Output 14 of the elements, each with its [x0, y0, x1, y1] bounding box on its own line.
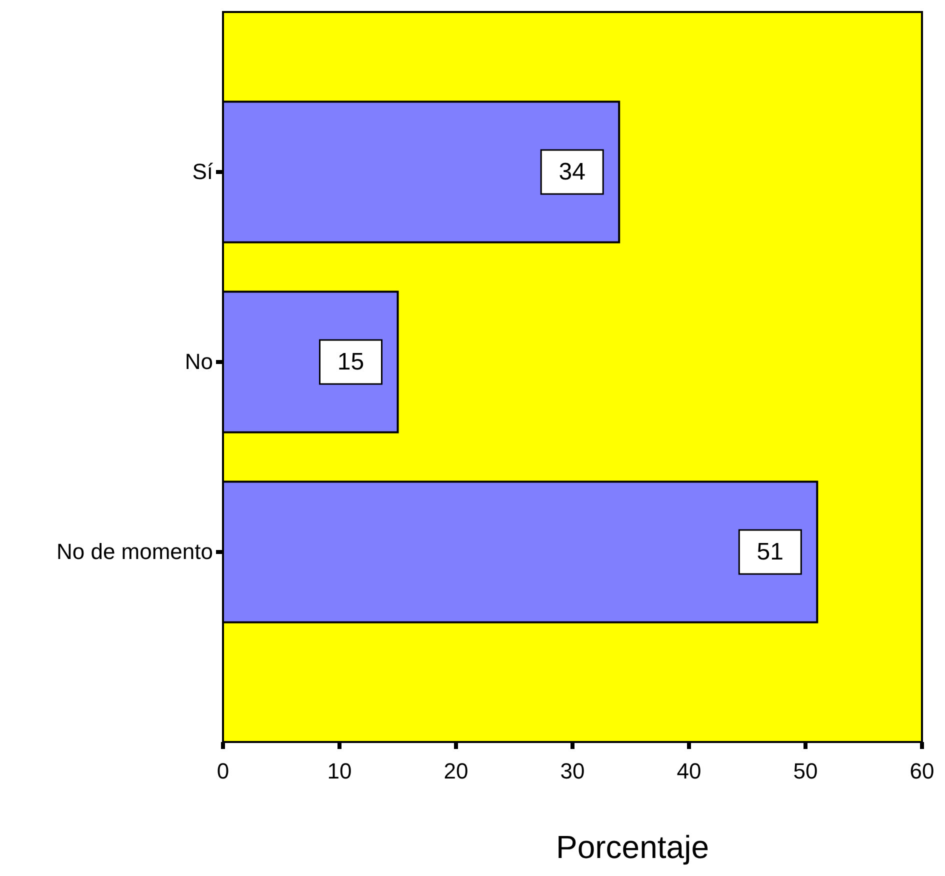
data-label: 34: [558, 158, 586, 186]
x-tick-label: 50: [793, 758, 818, 784]
x-tick-label: 10: [327, 758, 352, 784]
x-tick-label: 60: [910, 758, 934, 784]
y-tick-label: Sí: [192, 159, 213, 184]
x-tick-label: 40: [676, 758, 702, 784]
data-label: 51: [756, 538, 784, 566]
y-tick-label: No: [184, 349, 213, 374]
x-tick-label: 20: [444, 758, 468, 784]
x-axis-title: Porcentaje: [556, 829, 709, 865]
x-tick-label: 30: [560, 758, 585, 784]
x-tick-label: 0: [216, 758, 230, 784]
data-label: 15: [337, 348, 364, 376]
y-tick-label: No de momento: [56, 539, 213, 564]
